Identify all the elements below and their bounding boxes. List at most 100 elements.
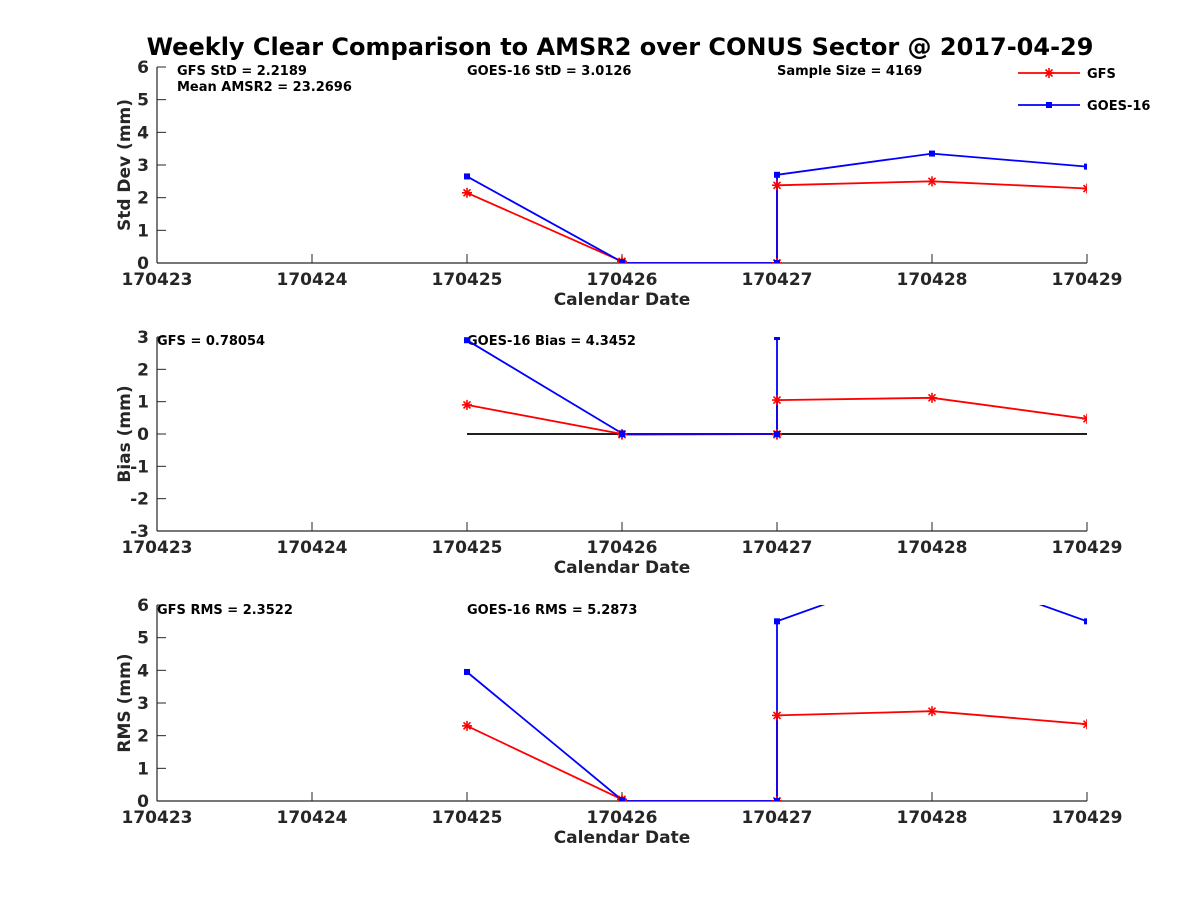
x-tick-label: 170429 [1052, 270, 1123, 290]
y-axis-label: Std Dev (mm) [115, 99, 135, 231]
plot-area [462, 605, 1087, 801]
y-axis-label: Bias (mm) [115, 385, 135, 482]
y-tick-label: 5 [137, 629, 149, 649]
figure-title: Weekly Clear Comparison to AMSR2 over CO… [147, 33, 1094, 61]
x-tick-label: 170428 [897, 808, 968, 828]
x-tick-label: 170427 [742, 808, 813, 828]
y-tick-label: 1 [137, 393, 149, 413]
x-tick-label: 170423 [122, 808, 193, 828]
y-tick-label: -1 [130, 457, 149, 477]
x-tick-label: 170428 [897, 270, 968, 290]
data-point-goes-16 [464, 337, 470, 344]
y-tick-label: -3 [130, 522, 149, 542]
x-tick-label: 170427 [742, 270, 813, 290]
data-point-goes-16 [774, 618, 780, 625]
x-tick-label: 170425 [432, 270, 503, 290]
legend-marker [1046, 102, 1052, 108]
y-tick-label: 5 [137, 91, 149, 111]
data-point-gfs [1082, 719, 1087, 730]
x-tick-label: 170425 [432, 808, 503, 828]
data-point-goes-16 [774, 171, 780, 178]
y-tick-label: 0 [137, 254, 149, 274]
data-point-gfs [462, 399, 472, 410]
x-axis-label: Calendar Date [554, 828, 691, 848]
data-point-goes-16 [774, 798, 780, 801]
series-line-goes-16 [466, 152, 1087, 263]
x-tick-label: 170426 [587, 808, 658, 828]
stat-annotation: Sample Size = 4169 [777, 64, 922, 79]
data-point-gfs [772, 180, 782, 191]
x-axis-label: Calendar Date [554, 290, 691, 310]
x-tick-label: 170429 [1052, 808, 1123, 828]
y-tick-label: -2 [130, 490, 149, 510]
legend-marker [1044, 68, 1054, 78]
stat-annotation: Mean AMSR2 = 23.2696 [177, 80, 352, 95]
stat-annotation: GFS = 0.78054 [157, 334, 265, 349]
data-point-goes-16 [774, 260, 780, 263]
stat-annotation: GOES-16 StD = 3.0126 [467, 64, 631, 79]
x-tick-label: 170424 [277, 808, 348, 828]
legend-item-gfs: GFS [1018, 67, 1116, 82]
data-point-goes-16 [929, 150, 935, 157]
y-tick-label: 4 [137, 661, 149, 681]
x-tick-label: 170425 [432, 538, 503, 558]
x-tick-label: 170427 [742, 538, 813, 558]
legend: GFS GOES-16 [1018, 67, 1150, 114]
x-tick-label: 170424 [277, 270, 348, 290]
y-tick-label: 1 [137, 759, 149, 779]
series-line-goes-16 [466, 605, 1087, 801]
plot-area [462, 150, 1087, 263]
data-point-gfs [1082, 183, 1087, 194]
stat-annotation: GOES-16 RMS = 5.2873 [467, 603, 637, 618]
y-tick-label: 3 [137, 156, 149, 176]
data-point-goes-16 [774, 337, 780, 340]
y-tick-label: 6 [137, 596, 149, 616]
stat-annotation: GFS StD = 2.2189 [177, 64, 307, 79]
data-point-goes-16 [774, 431, 780, 437]
data-point-goes-16 [1084, 163, 1087, 170]
data-point-goes-16 [619, 260, 625, 263]
y-tick-label: 3 [137, 328, 149, 348]
y-tick-label: 0 [137, 792, 149, 812]
legend-item-goes-16: GOES-16 [1018, 99, 1150, 114]
series-line-goes-16 [466, 337, 778, 435]
data-point-goes-16 [464, 668, 470, 675]
x-tick-label: 170428 [897, 538, 968, 558]
data-point-goes-16 [1084, 618, 1087, 625]
data-point-gfs [772, 710, 782, 721]
stat-annotation: GFS RMS = 2.3522 [157, 603, 293, 618]
data-point-goes-16 [464, 173, 470, 180]
x-tick-label: 170423 [122, 270, 193, 290]
legend-label: GFS [1087, 67, 1116, 82]
y-tick-label: 6 [137, 58, 149, 78]
data-point-gfs [462, 187, 472, 198]
x-tick-label: 170429 [1052, 538, 1123, 558]
x-tick-label: 170424 [277, 538, 348, 558]
y-tick-label: 3 [137, 694, 149, 714]
bias-panel: -3 -2 -1 0 1 2 3 170423 170424 170425 170426 170427… [115, 328, 1123, 578]
x-tick-label: 170426 [587, 538, 658, 558]
x-tick-label: 170426 [587, 270, 658, 290]
y-tick-label: 2 [137, 360, 149, 380]
data-point-gfs [927, 392, 937, 403]
x-axis-label: Calendar Date [554, 558, 691, 578]
y-axis-label: RMS (mm) [115, 653, 135, 752]
data-point-gfs [927, 176, 937, 187]
y-tick-label: 4 [137, 123, 149, 143]
rms-panel: 0 1 2 3 4 5 6 170423 170424 170425 170426 170427 170… [115, 596, 1123, 848]
y-tick-label: 2 [137, 727, 149, 747]
data-point-gfs [462, 720, 472, 731]
data-point-goes-16 [619, 798, 625, 801]
y-tick-label: 0 [137, 425, 149, 445]
y-tick-label: 1 [137, 221, 149, 241]
data-point-gfs [927, 706, 937, 717]
y-tick-label: 2 [137, 189, 149, 209]
data-point-goes-16 [619, 431, 625, 437]
std-dev-panel: 0 1 2 3 4 5 6 170423 170424 170425 170426 170427 170… [115, 58, 1122, 310]
legend-label: GOES-16 [1087, 99, 1150, 114]
data-point-gfs [1082, 413, 1087, 424]
plot-area [462, 337, 1087, 440]
x-tick-label: 170423 [122, 538, 193, 558]
data-point-gfs [772, 395, 782, 406]
